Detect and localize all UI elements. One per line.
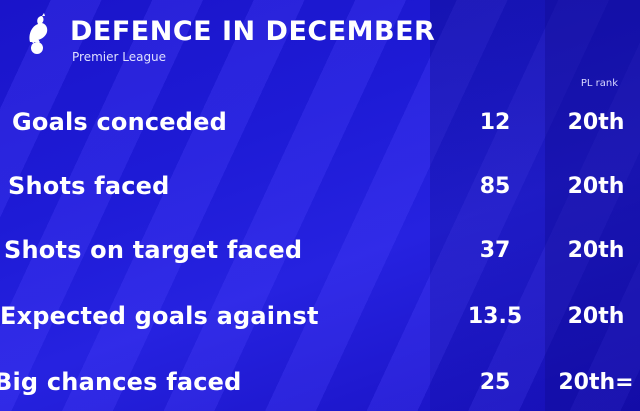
stat-label: Shots on target faced: [4, 236, 303, 264]
stat-value: 85: [479, 174, 511, 199]
stat-value: 13.5: [467, 304, 523, 329]
graphic-header: DEFENCE IN DECEMBER Premier League: [14, 6, 444, 66]
stat-rank: 20th: [567, 174, 625, 199]
rank-column-header: PL rank: [580, 78, 618, 89]
stat-label: Shots faced: [8, 172, 170, 200]
stat-rank: 20th: [567, 110, 625, 135]
stat-label: Goals conceded: [12, 108, 227, 136]
graphic-subtitle: Premier League: [72, 50, 167, 64]
cockerel-crest-icon: [29, 13, 48, 54]
stat-rank: 20th=: [558, 370, 634, 395]
stat-label: Big chances faced: [0, 368, 242, 396]
graphic-title: DEFENCE IN DECEMBER: [70, 16, 436, 47]
stat-rank: 20th: [567, 238, 625, 263]
stat-row-goals-conceded: Goals conceded 12 20th: [0, 104, 640, 144]
stat-value: 37: [479, 238, 511, 263]
stat-value: 12: [479, 110, 511, 135]
stat-row-big-chances-faced: Big chances faced 25 20th=: [0, 364, 640, 404]
stat-value: 25: [479, 370, 511, 395]
stat-label: Expected goals against: [0, 302, 319, 330]
stat-row-shots-faced: Shots faced 85 20th: [0, 168, 640, 208]
value-panel-shade: [430, 0, 640, 411]
stat-rank: 20th: [567, 304, 625, 329]
rank-column-band: [545, 0, 640, 411]
stat-row-shots-on-target-faced: Shots on target faced 37 20th: [0, 232, 640, 272]
stat-row-expected-goals-against: Expected goals against 13.5 20th: [0, 298, 640, 338]
